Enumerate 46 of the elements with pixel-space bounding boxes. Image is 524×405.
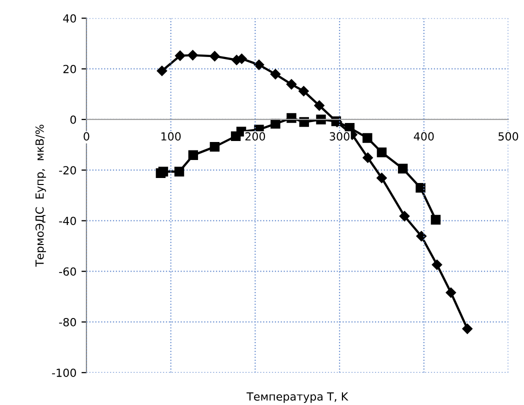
point (158, 166, 168, 176)
point (432, 260, 442, 270)
y-tick-label: -100 (52, 368, 76, 377)
y-tick-label: 40 (63, 14, 76, 23)
x-tick-label: 400 (414, 132, 434, 141)
point (376, 148, 387, 158)
point (254, 60, 264, 70)
point (298, 86, 309, 96)
point (299, 117, 309, 127)
y-tick-label: -60 (59, 267, 76, 276)
point (316, 114, 326, 124)
point (210, 142, 220, 152)
y-tick-label: -20 (59, 166, 76, 174)
x-tick-label: 300 (330, 132, 350, 141)
point (286, 113, 296, 123)
point (362, 152, 373, 163)
point (430, 214, 441, 225)
point (446, 288, 456, 298)
x-tick-label: 500 (498, 132, 518, 141)
point (174, 166, 184, 176)
point (270, 118, 280, 129)
point (398, 164, 408, 174)
x-tick-label: 200 (245, 132, 266, 141)
y-axis-title: ТермоЭДС Eупр, мкВ/% (35, 124, 46, 267)
point (376, 172, 387, 184)
y-tick-label: 0 (70, 115, 76, 124)
y-tick-label: 20 (63, 64, 76, 74)
point (188, 50, 198, 60)
point (314, 100, 324, 111)
point (286, 79, 297, 90)
x-axis-title: Температура T, K (246, 392, 348, 403)
point (188, 150, 198, 160)
point (156, 66, 168, 76)
point (462, 324, 472, 334)
point (344, 122, 355, 133)
point (174, 50, 186, 61)
y-tick-label: -40 (59, 216, 76, 226)
point (270, 69, 281, 80)
y-tick-label: -80 (59, 318, 76, 326)
point (362, 133, 372, 143)
x-tick-label: 0 (84, 132, 90, 141)
point (416, 182, 426, 193)
point (416, 231, 426, 242)
point (210, 51, 220, 62)
point (399, 211, 410, 222)
x-tick-label: 100 (161, 132, 181, 141)
